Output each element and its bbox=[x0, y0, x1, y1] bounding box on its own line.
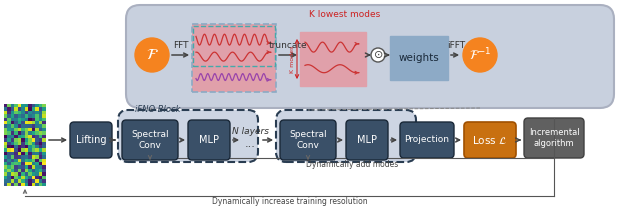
FancyBboxPatch shape bbox=[464, 122, 516, 158]
Text: iFFT: iFFT bbox=[447, 41, 465, 50]
FancyBboxPatch shape bbox=[280, 120, 336, 160]
Text: N layers: N layers bbox=[232, 127, 269, 136]
Text: Dynamically add modes: Dynamically add modes bbox=[306, 160, 398, 169]
Bar bbox=[390, 36, 448, 80]
Text: Spectral
Conv: Spectral Conv bbox=[131, 130, 169, 150]
Text: Incremental
algorithm: Incremental algorithm bbox=[529, 128, 579, 148]
Bar bbox=[193, 26, 275, 66]
Bar bbox=[300, 32, 366, 86]
FancyBboxPatch shape bbox=[70, 122, 112, 158]
FancyBboxPatch shape bbox=[276, 110, 416, 162]
FancyBboxPatch shape bbox=[400, 122, 454, 158]
FancyBboxPatch shape bbox=[188, 120, 230, 160]
Text: MLP: MLP bbox=[199, 135, 219, 145]
FancyBboxPatch shape bbox=[524, 118, 584, 158]
Text: K lowest modes: K lowest modes bbox=[309, 10, 381, 19]
Text: weights: weights bbox=[399, 53, 440, 63]
FancyBboxPatch shape bbox=[118, 110, 258, 162]
Text: MLP: MLP bbox=[357, 135, 377, 145]
Circle shape bbox=[463, 38, 497, 72]
Text: iFNO Block: iFNO Block bbox=[135, 105, 180, 114]
Circle shape bbox=[135, 38, 169, 72]
FancyBboxPatch shape bbox=[126, 5, 614, 108]
Text: Loss $\mathcal{L}$: Loss $\mathcal{L}$ bbox=[472, 134, 508, 146]
Text: truncate: truncate bbox=[269, 41, 307, 50]
Text: ...: ... bbox=[244, 139, 255, 149]
Text: K modes: K modes bbox=[289, 45, 294, 73]
Text: $\mathcal{F}$: $\mathcal{F}$ bbox=[145, 47, 159, 62]
FancyBboxPatch shape bbox=[122, 120, 178, 160]
Bar bbox=[192, 24, 276, 92]
Text: $\odot$: $\odot$ bbox=[373, 50, 383, 61]
Text: Dynamically increase training resolution: Dynamically increase training resolution bbox=[212, 197, 367, 206]
Text: Lifting: Lifting bbox=[76, 135, 106, 145]
Text: Spectral
Conv: Spectral Conv bbox=[289, 130, 327, 150]
FancyBboxPatch shape bbox=[346, 120, 388, 160]
Text: Projection: Projection bbox=[404, 135, 449, 145]
Text: $\mathcal{F}^{-1}$: $\mathcal{F}^{-1}$ bbox=[469, 46, 491, 63]
Circle shape bbox=[371, 48, 385, 62]
Text: FFT: FFT bbox=[173, 41, 189, 50]
